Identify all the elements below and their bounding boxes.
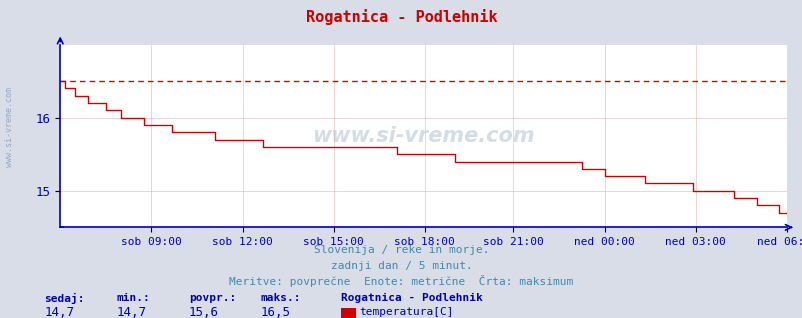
Text: 15,6: 15,6 (188, 306, 218, 318)
Text: povpr.:: povpr.: (188, 293, 236, 303)
Text: 16,5: 16,5 (261, 306, 290, 318)
Text: temperatura[C]: temperatura[C] (359, 307, 454, 317)
Text: www.si-vreme.com: www.si-vreme.com (5, 87, 14, 167)
Text: sedaj:: sedaj: (44, 293, 84, 304)
Text: zadnji dan / 5 minut.: zadnji dan / 5 minut. (330, 260, 472, 271)
Text: www.si-vreme.com: www.si-vreme.com (312, 126, 534, 146)
Text: 14,7: 14,7 (44, 306, 74, 318)
Text: 14,7: 14,7 (116, 306, 146, 318)
Text: Rogatnica - Podlehnik: Rogatnica - Podlehnik (306, 10, 496, 25)
Text: Meritve: povprečne  Enote: metrične  Črta: maksimum: Meritve: povprečne Enote: metrične Črta:… (229, 275, 573, 287)
Text: Slovenija / reke in morje.: Slovenija / reke in morje. (314, 245, 488, 255)
Text: maks.:: maks.: (261, 293, 301, 303)
Text: min.:: min.: (116, 293, 150, 303)
Text: Rogatnica - Podlehnik: Rogatnica - Podlehnik (341, 293, 483, 303)
